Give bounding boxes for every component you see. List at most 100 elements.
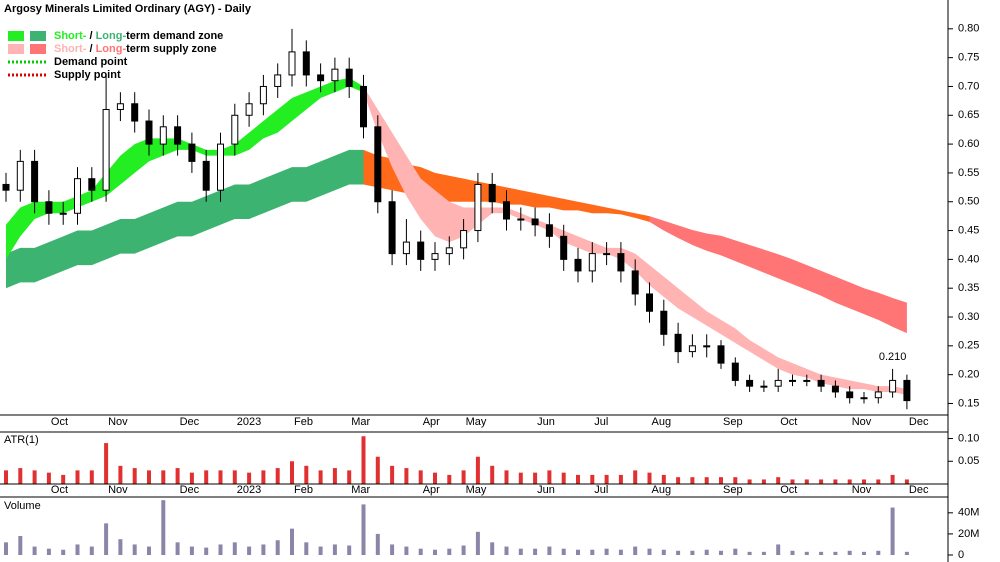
bar — [847, 479, 852, 484]
candle-body — [374, 126, 382, 203]
bar — [847, 550, 852, 555]
bar — [433, 549, 437, 555]
bar — [618, 474, 623, 484]
candle-body — [331, 68, 339, 82]
bar — [104, 523, 109, 555]
bar — [776, 477, 781, 484]
y-tick-label: 0 — [958, 549, 964, 561]
candle-body — [360, 85, 367, 128]
bar — [232, 542, 237, 555]
bar — [518, 472, 523, 484]
legend-text: Short- — [54, 43, 87, 55]
candle-body — [102, 109, 110, 191]
x-tick-label: Nov — [852, 484, 872, 496]
bar — [490, 542, 495, 555]
legend-swatch — [8, 44, 24, 54]
bar — [218, 544, 223, 555]
bar — [676, 477, 681, 484]
candle-body — [2, 183, 10, 191]
x-tick-label: Feb — [294, 484, 313, 496]
bar — [590, 549, 595, 555]
bar — [347, 545, 352, 555]
bar — [89, 546, 94, 555]
bar — [4, 542, 8, 555]
legend-text: term demand zone — [126, 30, 223, 42]
bar — [75, 544, 80, 555]
bar — [518, 548, 523, 555]
bar — [604, 474, 609, 484]
y-tick-label: 0.40 — [958, 253, 979, 265]
candle-body — [703, 345, 711, 348]
legend-text: Demand point — [54, 56, 128, 68]
bar — [719, 550, 723, 555]
x-tick-label: Aug — [652, 484, 672, 496]
bar — [904, 479, 909, 484]
candle-body — [746, 379, 754, 387]
bar — [590, 474, 595, 484]
y-tick-label: 0.15 — [958, 397, 979, 409]
candle-body — [760, 385, 768, 388]
bar — [404, 468, 409, 484]
bar — [819, 551, 824, 555]
legend-label: Short- / Long-term demand zone — [54, 30, 223, 42]
legend-text: / — [86, 43, 95, 55]
bar — [819, 479, 824, 484]
bar — [447, 474, 452, 484]
candle-body — [88, 178, 96, 191]
bar — [761, 479, 766, 484]
candle-body — [217, 143, 224, 191]
y-tick-label: 0.70 — [958, 80, 979, 92]
bar — [704, 549, 709, 555]
x-tick-label: Dec — [180, 416, 200, 428]
bar — [876, 479, 881, 484]
bar — [561, 472, 566, 484]
candle-body — [202, 160, 210, 191]
y-tick-label: 0.55 — [958, 167, 979, 179]
candle-body — [245, 103, 253, 116]
candle-body — [903, 379, 911, 402]
candle-body — [131, 103, 139, 122]
x-tick-label: Oct — [51, 416, 68, 428]
bar — [533, 548, 538, 555]
bar — [690, 550, 695, 555]
y-tick-label: 0.35 — [958, 282, 979, 294]
candle-body — [574, 258, 582, 272]
bar — [733, 548, 738, 555]
bar — [733, 477, 738, 484]
zone — [6, 77, 364, 260]
bar — [18, 468, 23, 484]
bar — [633, 546, 638, 555]
bar — [204, 470, 209, 484]
x-tick-label: May — [466, 416, 487, 428]
candle-body — [846, 391, 854, 399]
bar — [504, 470, 509, 484]
bar — [647, 472, 652, 484]
bar — [161, 500, 166, 555]
candle-body — [431, 253, 439, 260]
legend-swatch — [8, 31, 24, 41]
x-tick-label: Dec — [909, 484, 929, 496]
bar — [862, 551, 866, 555]
bar — [347, 470, 352, 484]
candle-body — [731, 362, 739, 381]
candle-body — [259, 85, 267, 105]
bar — [790, 479, 795, 484]
candle-body — [831, 385, 839, 393]
legend-text: Supply point — [54, 69, 121, 81]
x-tick-label: Nov — [852, 416, 872, 428]
bar — [275, 468, 280, 484]
y-tick-label: 0.25 — [958, 340, 979, 352]
candle-body — [774, 379, 782, 387]
bar — [304, 465, 309, 484]
bar — [247, 546, 252, 555]
bar — [32, 546, 37, 555]
bar — [418, 470, 423, 484]
bar — [576, 474, 580, 484]
bar — [318, 546, 323, 555]
candle-body — [460, 230, 468, 249]
bar — [747, 551, 752, 555]
x-tick-label: Jun — [537, 416, 555, 428]
bar — [747, 479, 752, 484]
candle-body — [288, 51, 296, 76]
